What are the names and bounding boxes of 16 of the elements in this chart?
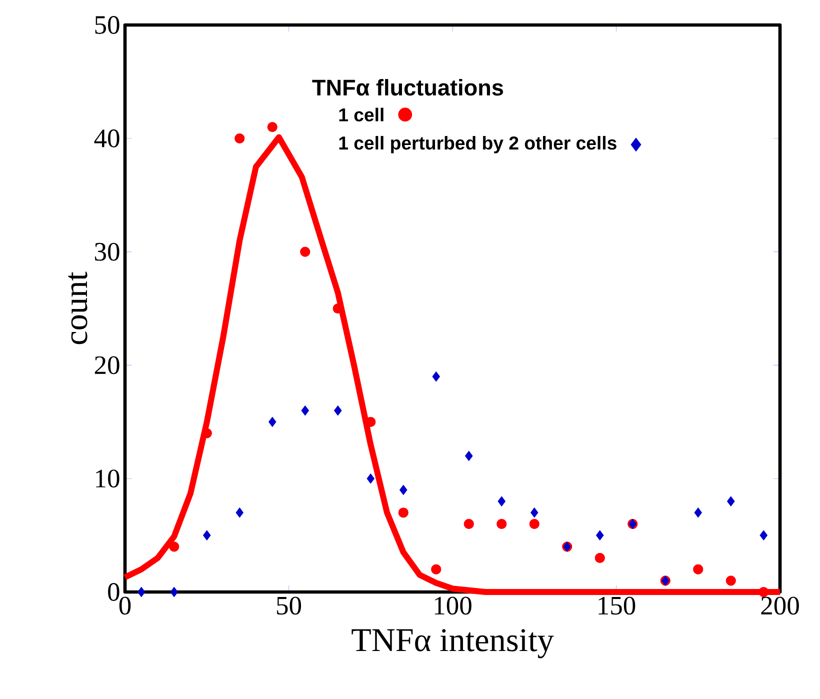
legend-label: 1 cell perturbed by 2 other cells	[339, 136, 616, 154]
y-tick-label: 30	[95, 242, 120, 261]
x-tick-label: 100	[434, 596, 472, 615]
y-tick-label: 10	[96, 470, 120, 488]
x-axis-title: TNFα intensity	[352, 629, 554, 658]
y-tick-label: 50	[95, 16, 120, 34]
y-tick-label: 40	[94, 129, 120, 148]
legend-label: 1 cell	[339, 108, 384, 122]
y-tick-label: 20	[94, 356, 120, 374]
legend-title: TNFα fluctuations	[312, 79, 504, 96]
x-tick-label: 200	[761, 596, 799, 615]
x-tick-label: 0	[119, 596, 131, 615]
y-tick-label: 0	[108, 583, 120, 601]
y-axis-title: count	[68, 272, 88, 344]
x-tick-label: 150	[598, 596, 636, 615]
x-tick-label: 50	[277, 596, 302, 615]
